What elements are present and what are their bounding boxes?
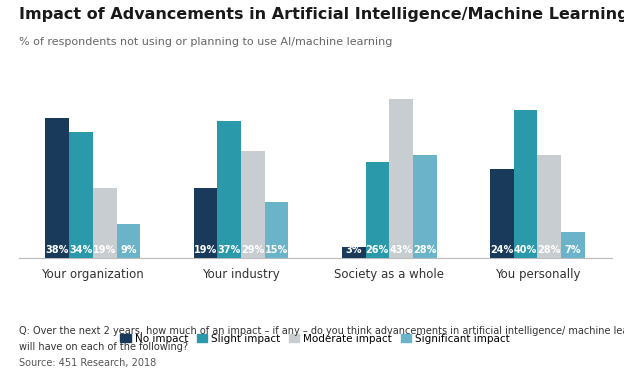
Text: % of respondents not using or planning to use AI/machine learning: % of respondents not using or planning t…	[19, 37, 392, 47]
Text: will have on each of the following?: will have on each of the following?	[19, 342, 188, 351]
Bar	[342, 247, 366, 258]
Bar	[561, 232, 585, 258]
Text: 37%: 37%	[218, 245, 241, 255]
Text: 26%: 26%	[366, 245, 389, 255]
Bar	[69, 132, 93, 258]
Bar	[514, 110, 537, 258]
Text: 28%: 28%	[538, 245, 561, 255]
Text: 40%: 40%	[514, 245, 537, 255]
Text: Q: Over the next 2 years, how much of an impact – if any – do you think advancem: Q: Over the next 2 years, how much of an…	[19, 326, 624, 336]
Text: 9%: 9%	[120, 245, 137, 255]
Text: 7%: 7%	[565, 245, 581, 255]
Text: 29%: 29%	[241, 245, 265, 255]
Bar	[217, 121, 241, 258]
Text: 15%: 15%	[265, 245, 288, 255]
Bar	[265, 202, 288, 258]
Text: 19%: 19%	[93, 245, 116, 255]
Bar	[389, 99, 413, 258]
Text: 28%: 28%	[413, 245, 436, 255]
Bar	[93, 188, 117, 258]
Bar	[241, 151, 265, 258]
Text: 24%: 24%	[490, 245, 514, 255]
Bar	[117, 224, 140, 258]
Text: 38%: 38%	[46, 245, 69, 255]
Legend: No impact, Slight impact, Moderate impact, Significant impact: No impact, Slight impact, Moderate impac…	[116, 330, 514, 348]
Text: 34%: 34%	[69, 245, 92, 255]
Bar	[490, 169, 514, 258]
Text: 3%: 3%	[346, 245, 362, 255]
Text: Impact of Advancements in Artificial Intelligence/Machine Learning: Impact of Advancements in Artificial Int…	[19, 7, 624, 22]
Bar	[537, 155, 561, 258]
Text: Source: 451 Research, 2018: Source: 451 Research, 2018	[19, 358, 156, 368]
Text: 19%: 19%	[194, 245, 217, 255]
Bar	[193, 188, 217, 258]
Bar	[413, 155, 437, 258]
Text: 43%: 43%	[389, 245, 412, 255]
Bar	[46, 118, 69, 258]
Bar	[366, 162, 389, 258]
